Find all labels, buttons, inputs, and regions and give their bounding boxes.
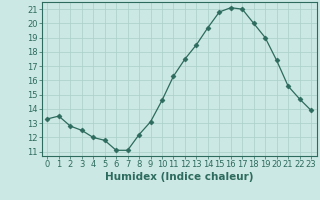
X-axis label: Humidex (Indice chaleur): Humidex (Indice chaleur)	[105, 172, 253, 182]
